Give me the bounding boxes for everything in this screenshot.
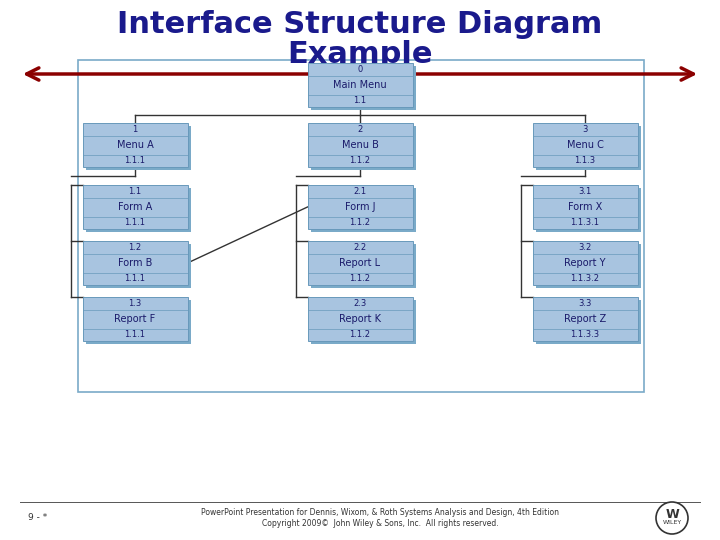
Text: 2: 2 <box>357 125 363 134</box>
Text: 3.1: 3.1 <box>578 187 592 196</box>
FancyBboxPatch shape <box>310 244 415 288</box>
Text: 1.1.1: 1.1.1 <box>125 274 145 284</box>
Text: 1.1.3.1: 1.1.3.1 <box>570 218 600 227</box>
FancyBboxPatch shape <box>86 300 191 344</box>
Text: 1.1.2: 1.1.2 <box>349 274 371 284</box>
FancyBboxPatch shape <box>86 126 191 170</box>
Text: 1: 1 <box>132 125 138 134</box>
FancyBboxPatch shape <box>536 188 641 232</box>
Text: 1.3: 1.3 <box>128 299 142 308</box>
FancyBboxPatch shape <box>307 297 413 341</box>
FancyBboxPatch shape <box>83 297 187 341</box>
Text: 2.3: 2.3 <box>354 299 366 308</box>
FancyBboxPatch shape <box>86 188 191 232</box>
FancyBboxPatch shape <box>310 300 415 344</box>
Text: 2.2: 2.2 <box>354 243 366 252</box>
FancyBboxPatch shape <box>536 244 641 288</box>
FancyBboxPatch shape <box>533 241 637 285</box>
Text: 1.1.1: 1.1.1 <box>125 157 145 165</box>
Text: 1.1.2: 1.1.2 <box>349 330 371 339</box>
FancyBboxPatch shape <box>310 188 415 232</box>
Text: 1.1.3.3: 1.1.3.3 <box>570 330 600 339</box>
Circle shape <box>656 502 688 534</box>
Text: PowerPoint Presentation for Dennis, Wixom, & Roth Systems Analysis and Design, 4: PowerPoint Presentation for Dennis, Wixo… <box>201 508 559 528</box>
Text: Interface Structure Diagram: Interface Structure Diagram <box>117 10 603 39</box>
Text: 1.1: 1.1 <box>354 96 366 105</box>
FancyBboxPatch shape <box>536 300 641 344</box>
Text: Report K: Report K <box>339 314 381 325</box>
Text: Form J: Form J <box>345 202 375 212</box>
FancyBboxPatch shape <box>78 60 644 392</box>
Text: 3: 3 <box>582 125 588 134</box>
FancyBboxPatch shape <box>307 63 413 107</box>
FancyBboxPatch shape <box>86 244 191 288</box>
FancyBboxPatch shape <box>310 126 415 170</box>
Text: 3.3: 3.3 <box>578 299 592 308</box>
Text: 2.1: 2.1 <box>354 187 366 196</box>
Text: 1.1.3: 1.1.3 <box>575 157 595 165</box>
Text: Menu B: Menu B <box>341 140 379 151</box>
Text: Example: Example <box>287 40 433 69</box>
Text: 1.1.1: 1.1.1 <box>125 218 145 227</box>
FancyBboxPatch shape <box>533 185 637 229</box>
Text: Form B: Form B <box>118 259 152 268</box>
Text: WILEY: WILEY <box>662 521 682 525</box>
Text: 1.1.1: 1.1.1 <box>125 330 145 339</box>
Text: Report F: Report F <box>114 314 156 325</box>
FancyBboxPatch shape <box>307 185 413 229</box>
Text: Report L: Report L <box>339 259 381 268</box>
FancyBboxPatch shape <box>533 123 637 167</box>
Text: Menu C: Menu C <box>567 140 603 151</box>
FancyBboxPatch shape <box>307 241 413 285</box>
Text: 1.1.2: 1.1.2 <box>349 157 371 165</box>
FancyBboxPatch shape <box>83 123 187 167</box>
Text: 9 - *: 9 - * <box>28 514 48 523</box>
Text: Main Menu: Main Menu <box>333 80 387 90</box>
Text: 1.1: 1.1 <box>128 187 142 196</box>
Text: Form X: Form X <box>568 202 602 212</box>
FancyBboxPatch shape <box>533 297 637 341</box>
Text: 0: 0 <box>357 65 363 74</box>
Text: 1.1.2: 1.1.2 <box>349 218 371 227</box>
Text: Report Z: Report Z <box>564 314 606 325</box>
FancyBboxPatch shape <box>83 241 187 285</box>
Text: Report Y: Report Y <box>564 259 606 268</box>
FancyBboxPatch shape <box>310 66 415 110</box>
Text: W: W <box>665 508 679 521</box>
Text: Form A: Form A <box>118 202 152 212</box>
Text: Menu A: Menu A <box>117 140 153 151</box>
FancyBboxPatch shape <box>307 123 413 167</box>
Text: 3.2: 3.2 <box>578 243 592 252</box>
FancyBboxPatch shape <box>536 126 641 170</box>
Text: 1.1.3.2: 1.1.3.2 <box>570 274 600 284</box>
FancyBboxPatch shape <box>83 185 187 229</box>
Text: 1.2: 1.2 <box>128 243 142 252</box>
